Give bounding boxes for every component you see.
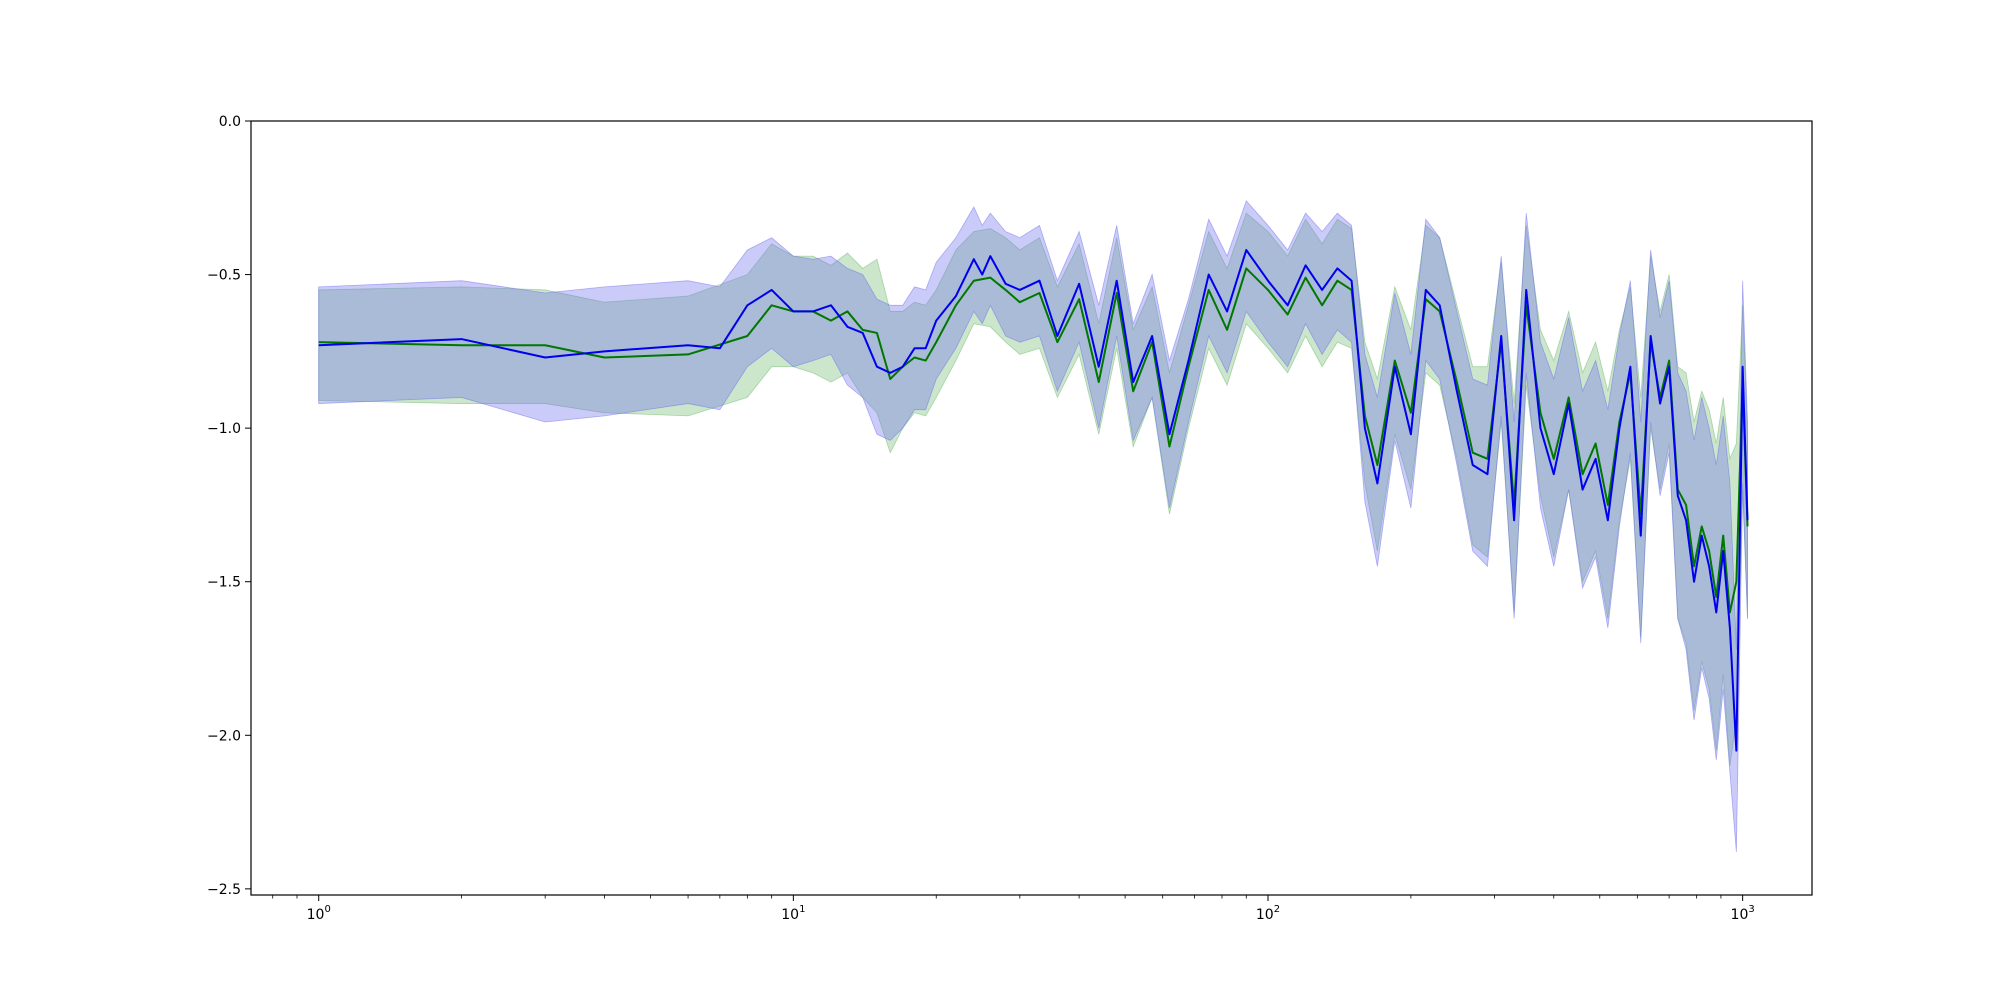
x-tick-label: 100 — [307, 904, 331, 923]
y-tick-label: −1.5 — [207, 575, 241, 591]
y-tick-label: −1.0 — [207, 421, 241, 437]
series-1-band — [318, 200, 1748, 853]
series-1-line — [318, 249, 1749, 752]
y-tick-label: −2.0 — [207, 728, 241, 744]
y-tick-label: 0.0 — [219, 114, 241, 130]
x-tick-label: 102 — [1256, 904, 1280, 923]
series-lines — [318, 249, 1749, 752]
y-tick-label: −0.5 — [207, 268, 241, 284]
x-tick-label: 101 — [781, 904, 805, 923]
y-tick-label: −2.5 — [207, 882, 241, 898]
x-axis: 100 101 102 103 — [272, 895, 1755, 923]
x-tick-label: 103 — [1731, 904, 1755, 923]
confidence-bands — [318, 200, 1748, 853]
y-axis: 0.0 −0.5 −1.0 −1.5 −2.0 −2.5 — [207, 114, 251, 898]
plot-frame — [250, 120, 1813, 896]
